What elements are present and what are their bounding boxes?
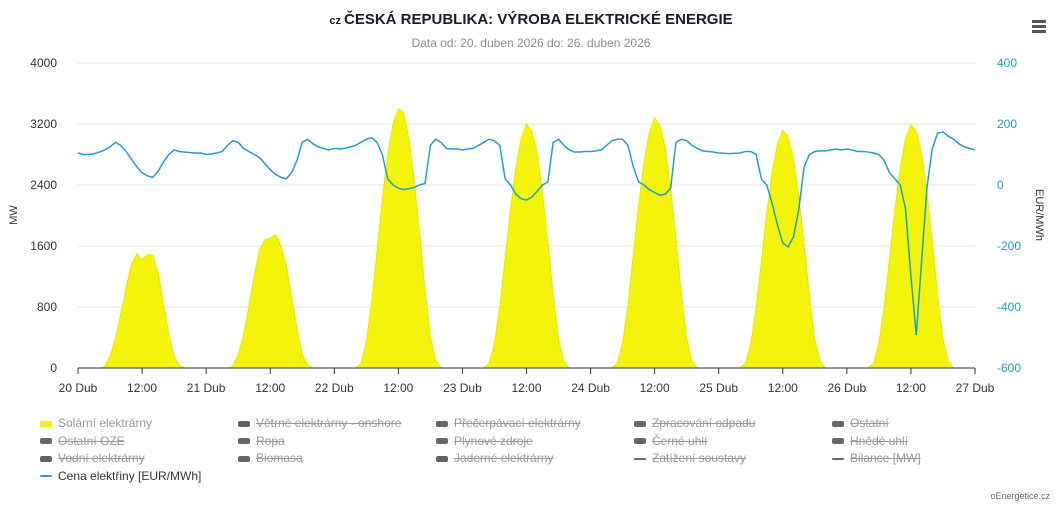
y2-tick-label: 200 <box>997 117 1017 131</box>
legend-item[interactable]: Přečerpávací elektrárny <box>436 416 581 430</box>
y2-tick-label: -600 <box>997 361 1021 375</box>
legend-swatch-icon <box>40 475 52 478</box>
y2-tick-label: 400 <box>997 56 1017 70</box>
y2-tick-label: -200 <box>997 239 1021 253</box>
x-tick-label: 25 Dub <box>699 381 738 395</box>
legend-item[interactable]: Ropa <box>238 434 285 448</box>
legend-swatch-icon <box>40 420 52 427</box>
y-axis-label: MW <box>8 205 20 225</box>
x-tick-label: 12:00 <box>511 381 541 395</box>
legend-item[interactable]: Větrné elektrárny - onshore <box>238 416 401 430</box>
chart-title: cz ČESKÁ REPUBLIKA: VÝROBA ELEKTRICKÉ ENE… <box>0 11 1062 28</box>
legend-swatch-icon <box>634 457 646 460</box>
legend-item[interactable]: Zpracování odpadu <box>634 416 755 430</box>
legend-item[interactable]: Bilance [MW] <box>832 451 921 465</box>
y2-tick-label: -400 <box>997 300 1021 314</box>
legend-swatch-icon <box>238 420 250 427</box>
y-tick-label: 2400 <box>30 178 57 192</box>
legend-label: Větrné elektrárny - onshore <box>256 416 402 430</box>
legend-item[interactable]: Solární elektrárny <box>40 416 152 430</box>
legend-swatch-icon <box>40 438 52 445</box>
x-tick-label: 12:00 <box>127 381 157 395</box>
legend-label: Vodní elektrárny <box>58 451 145 465</box>
legend-swatch-icon <box>238 438 250 445</box>
country-code: cz <box>329 15 341 27</box>
x-tick-label: 12:00 <box>640 381 670 395</box>
legend-label: Zatížení soustavy <box>652 451 747 465</box>
legend-label: Ostatní <box>850 416 889 430</box>
x-tick-label: 24 Dub <box>571 381 610 395</box>
x-tick-label: 23 Dub <box>443 381 482 395</box>
x-tick-label: 27 Dub <box>956 381 995 395</box>
legend-item[interactable]: Jaderné elektrárny <box>436 451 553 465</box>
price-line <box>77 131 976 336</box>
legend-item[interactable]: Hnědé uhlí <box>832 434 908 448</box>
legend-label: Černé uhlí <box>652 433 708 448</box>
legend-label: Cena elektřiny [EUR/MWh] <box>58 468 202 483</box>
legend-label: Bilance [MW] <box>850 451 921 465</box>
legend-label: Solární elektrárny <box>58 416 153 430</box>
plot-area: 0 800 1600 2400 3200 4000 -600 -400 -200 0 200 400 M… <box>8 56 1045 395</box>
x-tick-label: 21 Dub <box>187 381 226 395</box>
legend-label: Ropa <box>256 433 285 448</box>
y-tick-label: 800 <box>37 300 57 314</box>
x-tick-label: 12:00 <box>255 381 285 395</box>
legend-label: Jaderné elektrárny <box>454 451 554 465</box>
legend-label: Hnědé uhlí <box>850 433 909 448</box>
legend-item[interactable]: Černé uhlí <box>634 434 707 448</box>
legend-item[interactable]: Cena elektřiny [EUR/MWh] <box>40 469 201 483</box>
legend-swatch-icon <box>436 455 448 462</box>
legend-swatch-icon <box>832 457 844 460</box>
legend-item[interactable]: Biomasa <box>238 451 303 465</box>
y-tick-label: 1600 <box>30 239 57 253</box>
y-tick-label: 3200 <box>30 117 57 131</box>
y-tick-label: 0 <box>50 361 57 375</box>
legend-swatch-icon <box>436 420 448 427</box>
x-tick-label: 22 Dub <box>315 381 354 395</box>
legend-label: Zpracování odpadu <box>652 416 756 430</box>
y2-tick-label: 0 <box>997 178 1004 192</box>
legend-label: Ostatní OZE <box>58 433 125 448</box>
hamburger-menu-icon[interactable] <box>1032 20 1046 35</box>
solar-area <box>78 107 975 369</box>
x-tick-label: 26 Dub <box>828 381 867 395</box>
legend-label: Plynové zdroje <box>454 433 533 448</box>
legend-swatch-icon <box>634 438 646 445</box>
chart-subtitle: Data od: 20. duben 2026 do: 26. duben 20… <box>411 36 651 50</box>
legend-label: Přečerpávací elektrárny <box>454 416 581 430</box>
y-tick-label: 4000 <box>30 56 57 70</box>
legend-item[interactable]: Vodní elektrárny <box>40 451 145 465</box>
y2-axis-label: EUR/MWh <box>1033 189 1045 241</box>
legend-swatch-icon <box>436 438 448 445</box>
x-tick-label: 12:00 <box>768 381 798 395</box>
x-tick-label: 12:00 <box>383 381 413 395</box>
legend-swatch-icon <box>832 438 844 445</box>
legend-item[interactable]: Ostatní <box>832 416 889 430</box>
x-tick-label: 12:00 <box>896 381 926 395</box>
credit[interactable]: oEnergetice.cz <box>990 491 1050 501</box>
legend-swatch-icon <box>238 455 250 462</box>
legend-swatch-icon <box>634 420 646 427</box>
chart-title-text: ČESKÁ REPUBLIKA: VÝROBA ELEKTRICKÉ ENERG… <box>343 11 733 28</box>
legend-label: Biomasa <box>256 451 303 465</box>
legend-item[interactable]: Plynové zdroje <box>436 434 533 448</box>
legend-swatch-icon <box>832 420 844 427</box>
legend-swatch-icon <box>40 455 52 462</box>
x-tick-label: 20 Dub <box>59 381 98 395</box>
legend-item[interactable]: Zatížení soustavy <box>634 451 746 465</box>
legend-item[interactable]: Ostatní OZE <box>40 434 125 448</box>
